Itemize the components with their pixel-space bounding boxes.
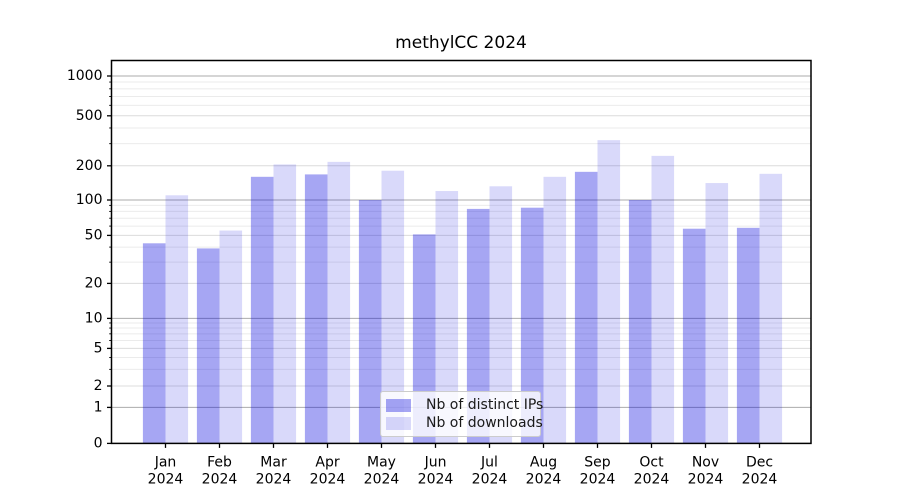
- bar-downloads: [489, 186, 513, 444]
- x-tick-label: Feb 2024: [202, 455, 238, 488]
- bar-distinct-ips: [520, 207, 544, 444]
- bar-distinct-ips: [142, 243, 166, 444]
- x-tick-label: Jun 2024: [418, 455, 454, 488]
- legend-swatch-distinct-ips: [386, 398, 411, 412]
- bar-downloads: [597, 140, 621, 444]
- x-tick-label: Oct 2024: [634, 455, 670, 488]
- plot-frame: [110, 59, 812, 445]
- x-tick-label: Jul 2024: [472, 455, 508, 488]
- bar-downloads: [165, 195, 189, 444]
- bar-distinct-ips: [304, 174, 328, 444]
- x-tick-label: Jan 2024: [148, 455, 184, 488]
- y-tick-label: 200: [76, 158, 103, 174]
- y-tick-label: 5: [94, 340, 103, 356]
- bar-distinct-ips: [250, 176, 274, 444]
- legend-swatch-downloads: [386, 416, 411, 430]
- bar-downloads: [705, 183, 729, 444]
- x-tick-label: Aug 2024: [526, 455, 562, 488]
- bar-distinct-ips: [466, 208, 490, 444]
- y-tick-label: 2: [94, 378, 103, 394]
- legend-label-downloads: Nb of downloads: [426, 415, 543, 431]
- x-tick-label: Sep 2024: [580, 455, 616, 488]
- y-tick-label: 1: [94, 399, 103, 415]
- legend: Nb of distinct IPs Nb of downloads: [380, 391, 543, 437]
- y-tick-label: 500: [76, 108, 103, 124]
- bar-distinct-ips: [196, 248, 220, 444]
- bar-distinct-ips: [628, 200, 652, 444]
- bar-downloads: [651, 155, 675, 444]
- legend-item-downloads: Nb of downloads: [386, 415, 543, 431]
- bar-distinct-ips: [358, 200, 382, 444]
- bar-distinct-ips: [736, 227, 760, 444]
- bar-downloads: [381, 170, 405, 444]
- x-tick-label: Dec 2024: [742, 455, 778, 488]
- legend-item-distinct-ips: Nb of distinct IPs: [386, 397, 543, 413]
- x-tick-label: Nov 2024: [688, 455, 724, 488]
- bar-downloads: [435, 191, 459, 444]
- bar-downloads: [543, 176, 567, 444]
- y-tick-label: 50: [85, 227, 103, 243]
- bar-distinct-ips: [574, 171, 598, 444]
- bar-distinct-ips: [682, 228, 706, 444]
- y-tick-label: 20: [85, 275, 103, 291]
- y-tick-label: 100: [76, 192, 103, 208]
- bar-downloads: [219, 230, 243, 444]
- bar-downloads: [759, 173, 783, 444]
- y-tick-label: 1000: [67, 68, 103, 84]
- chart-title: methylCC 2024: [395, 33, 527, 53]
- bar-downloads: [273, 164, 297, 444]
- y-tick-label: 0: [94, 435, 103, 451]
- y-tick-label: 10: [85, 310, 103, 326]
- x-tick-label: Mar 2024: [256, 455, 292, 488]
- legend-label-distinct-ips: Nb of distinct IPs: [426, 397, 544, 413]
- x-tick-label: May 2024: [364, 455, 400, 488]
- x-tick-label: Apr 2024: [310, 455, 346, 488]
- bar-downloads: [327, 161, 351, 444]
